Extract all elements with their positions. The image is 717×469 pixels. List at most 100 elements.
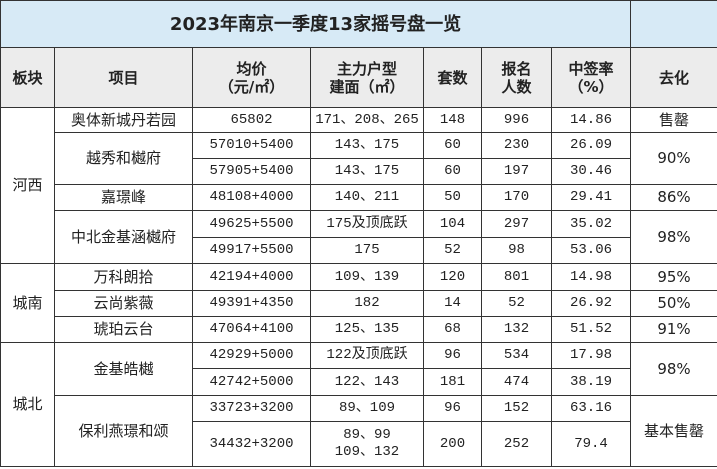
avg-price-cell: 42742+5000 <box>192 368 311 396</box>
main-area-cell: 109、139 <box>310 263 424 291</box>
sell-through-cell: 95% <box>630 263 717 291</box>
main-area-cell: 171、208、265 <box>310 107 424 133</box>
main-area-cell: 122、143 <box>310 368 424 396</box>
sell-through-cell: 98% <box>630 342 717 396</box>
applicants-cell: 98 <box>481 237 552 264</box>
win-rate-cell: 35.02 <box>550 210 632 238</box>
table-row: 嘉璟峰 48108+4000 140、211 50 170 29.41 86% <box>1 184 717 211</box>
units-cell: 52 <box>423 237 482 264</box>
header-project: 项目 <box>54 47 193 108</box>
win-rate-cell: 26.09 <box>550 132 632 159</box>
header-win-rate: 中签率 （%） <box>550 47 632 108</box>
avg-price-cell: 34432+3200 <box>192 421 311 467</box>
applicants-cell: 52 <box>481 290 552 317</box>
applicants-cell: 474 <box>481 368 552 396</box>
header-main-area: 主力户型 建面（㎡） <box>310 47 424 108</box>
units-cell: 181 <box>423 368 482 396</box>
win-rate-cell: 79.4 <box>550 421 632 467</box>
win-rate-cell: 26.92 <box>550 290 632 317</box>
header-applicants: 报名 人数 <box>481 47 552 108</box>
win-rate-cell: 14.86 <box>550 107 632 133</box>
main-area-cell: 175及顶底跃 <box>310 210 424 238</box>
title-blank-cell <box>630 0 717 48</box>
avg-price-cell: 49917+5500 <box>192 237 311 264</box>
main-area-cell: 182 <box>310 290 424 317</box>
project-name-cell: 越秀和樾府 <box>54 132 193 185</box>
table-title: 2023年南京一季度13家摇号盘一览 <box>0 0 632 48</box>
main-area-cell: 89、109 <box>310 395 424 422</box>
applicants-cell: 230 <box>481 132 552 159</box>
units-cell: 14 <box>423 290 482 317</box>
applicants-cell: 197 <box>481 158 552 185</box>
main-area-cell: 89、99 109、132 <box>310 421 424 467</box>
avg-price-cell: 47064+4100 <box>192 316 311 343</box>
table-row: 城北 金基皓樾 42929+5000 122及顶底跃 96 534 17.98 98% <box>0 342 717 467</box>
main-area-cell: 175 <box>310 237 424 264</box>
win-rate-cell: 17.98 <box>550 342 632 369</box>
applicants-cell: 996 <box>481 107 552 133</box>
main-area-cell: 122及顶底跃 <box>310 342 424 369</box>
project-name-cell: 金基皓樾 <box>54 342 193 396</box>
project-name-cell: 琥珀云台 <box>54 316 193 343</box>
units-cell: 60 <box>423 158 482 185</box>
header-avg-price: 均价 （元/㎡） <box>192 47 311 108</box>
sell-through-cell: 90% <box>630 132 717 185</box>
applicants-cell: 534 <box>481 342 552 369</box>
avg-price-cell: 57905+5400 <box>192 158 311 185</box>
header-sell-through: 去化 <box>630 47 717 108</box>
win-rate-cell: 51.52 <box>550 316 632 343</box>
table-row: 越秀和樾府 57010+5400 143、175 60 230 26.09 90% <box>1 132 717 185</box>
header-units: 套数 <box>423 47 482 108</box>
table-row: 云尚紫薇 49391+4350 182 14 52 26.92 50% <box>1 290 717 317</box>
units-cell: 120 <box>423 263 482 291</box>
units-cell: 96 <box>423 342 482 369</box>
region-cell: 河西 <box>0 107 55 264</box>
sell-through-cell: 98% <box>630 210 717 264</box>
project-name-cell: 奥体新城丹若园 <box>54 107 193 133</box>
units-cell: 60 <box>423 132 482 159</box>
project-name-cell: 中北金基涵樾府 <box>54 210 193 264</box>
win-rate-cell: 14.98 <box>550 263 632 291</box>
table-row: 42742+5000 122、143 181 474 38.19 <box>1 368 717 396</box>
region-cell: 城北 <box>0 342 55 467</box>
sell-through-cell: 基本售罄 <box>630 395 717 467</box>
header-region: 板块 <box>0 47 55 108</box>
avg-price-cell: 65802 <box>192 107 311 133</box>
table-row: 河西 奥体新城丹若园 65802 171、208、265 148 996 14.86 售罄 <box>0 107 717 264</box>
region-cell: 城南 <box>0 263 55 343</box>
sell-through-cell: 86% <box>630 184 717 211</box>
units-cell: 104 <box>423 210 482 238</box>
applicants-cell: 152 <box>481 395 552 422</box>
table-row: 34432+3200 89、99 109、132 200 252 79.4 <box>1 421 717 467</box>
main-area-cell: 125、135 <box>310 316 424 343</box>
table-row: 49917+5500 175 52 98 53.06 <box>1 237 717 264</box>
units-cell: 50 <box>423 184 482 211</box>
main-area-cell: 140、211 <box>310 184 424 211</box>
avg-price-cell: 48108+4000 <box>192 184 311 211</box>
avg-price-cell: 42929+5000 <box>192 342 311 369</box>
sell-through-cell: 91% <box>630 316 717 343</box>
main-area-cell: 143、175 <box>310 132 424 159</box>
table-row: 保利燕璟和颂 33723+3200 89、109 96 152 63.16 基本售罄 <box>1 395 717 467</box>
table-row: 中北金基涵樾府 49625+5500 175及顶底跃 104 297 35.02 98% <box>1 210 717 264</box>
project-name-cell: 万科朗拾 <box>54 263 193 291</box>
units-cell: 148 <box>423 107 482 133</box>
table-row: 城南 万科朗拾 42194+4000 109、139 120 801 14.98 95% <box>0 263 717 343</box>
sell-through-cell: 售罄 <box>630 107 717 133</box>
units-cell: 200 <box>423 421 482 467</box>
win-rate-cell: 53.06 <box>550 237 632 264</box>
applicants-cell: 252 <box>481 421 552 467</box>
avg-price-cell: 57010+5400 <box>192 132 311 159</box>
project-name-cell: 云尚紫薇 <box>54 290 193 317</box>
win-rate-cell: 63.16 <box>550 395 632 422</box>
project-name-cell: 嘉璟峰 <box>54 184 193 211</box>
applicants-cell: 801 <box>481 263 552 291</box>
win-rate-cell: 30.46 <box>550 158 632 185</box>
main-area-cell: 143、175 <box>310 158 424 185</box>
avg-price-cell: 49391+4350 <box>192 290 311 317</box>
header-row: 板块 项目 均价 （元/㎡） 主力户型 建面（㎡） 套数 报名 人数 中签率 （%） 去化 <box>0 47 717 108</box>
avg-price-cell: 42194+4000 <box>192 263 311 291</box>
avg-price-cell: 49625+5500 <box>192 210 311 238</box>
